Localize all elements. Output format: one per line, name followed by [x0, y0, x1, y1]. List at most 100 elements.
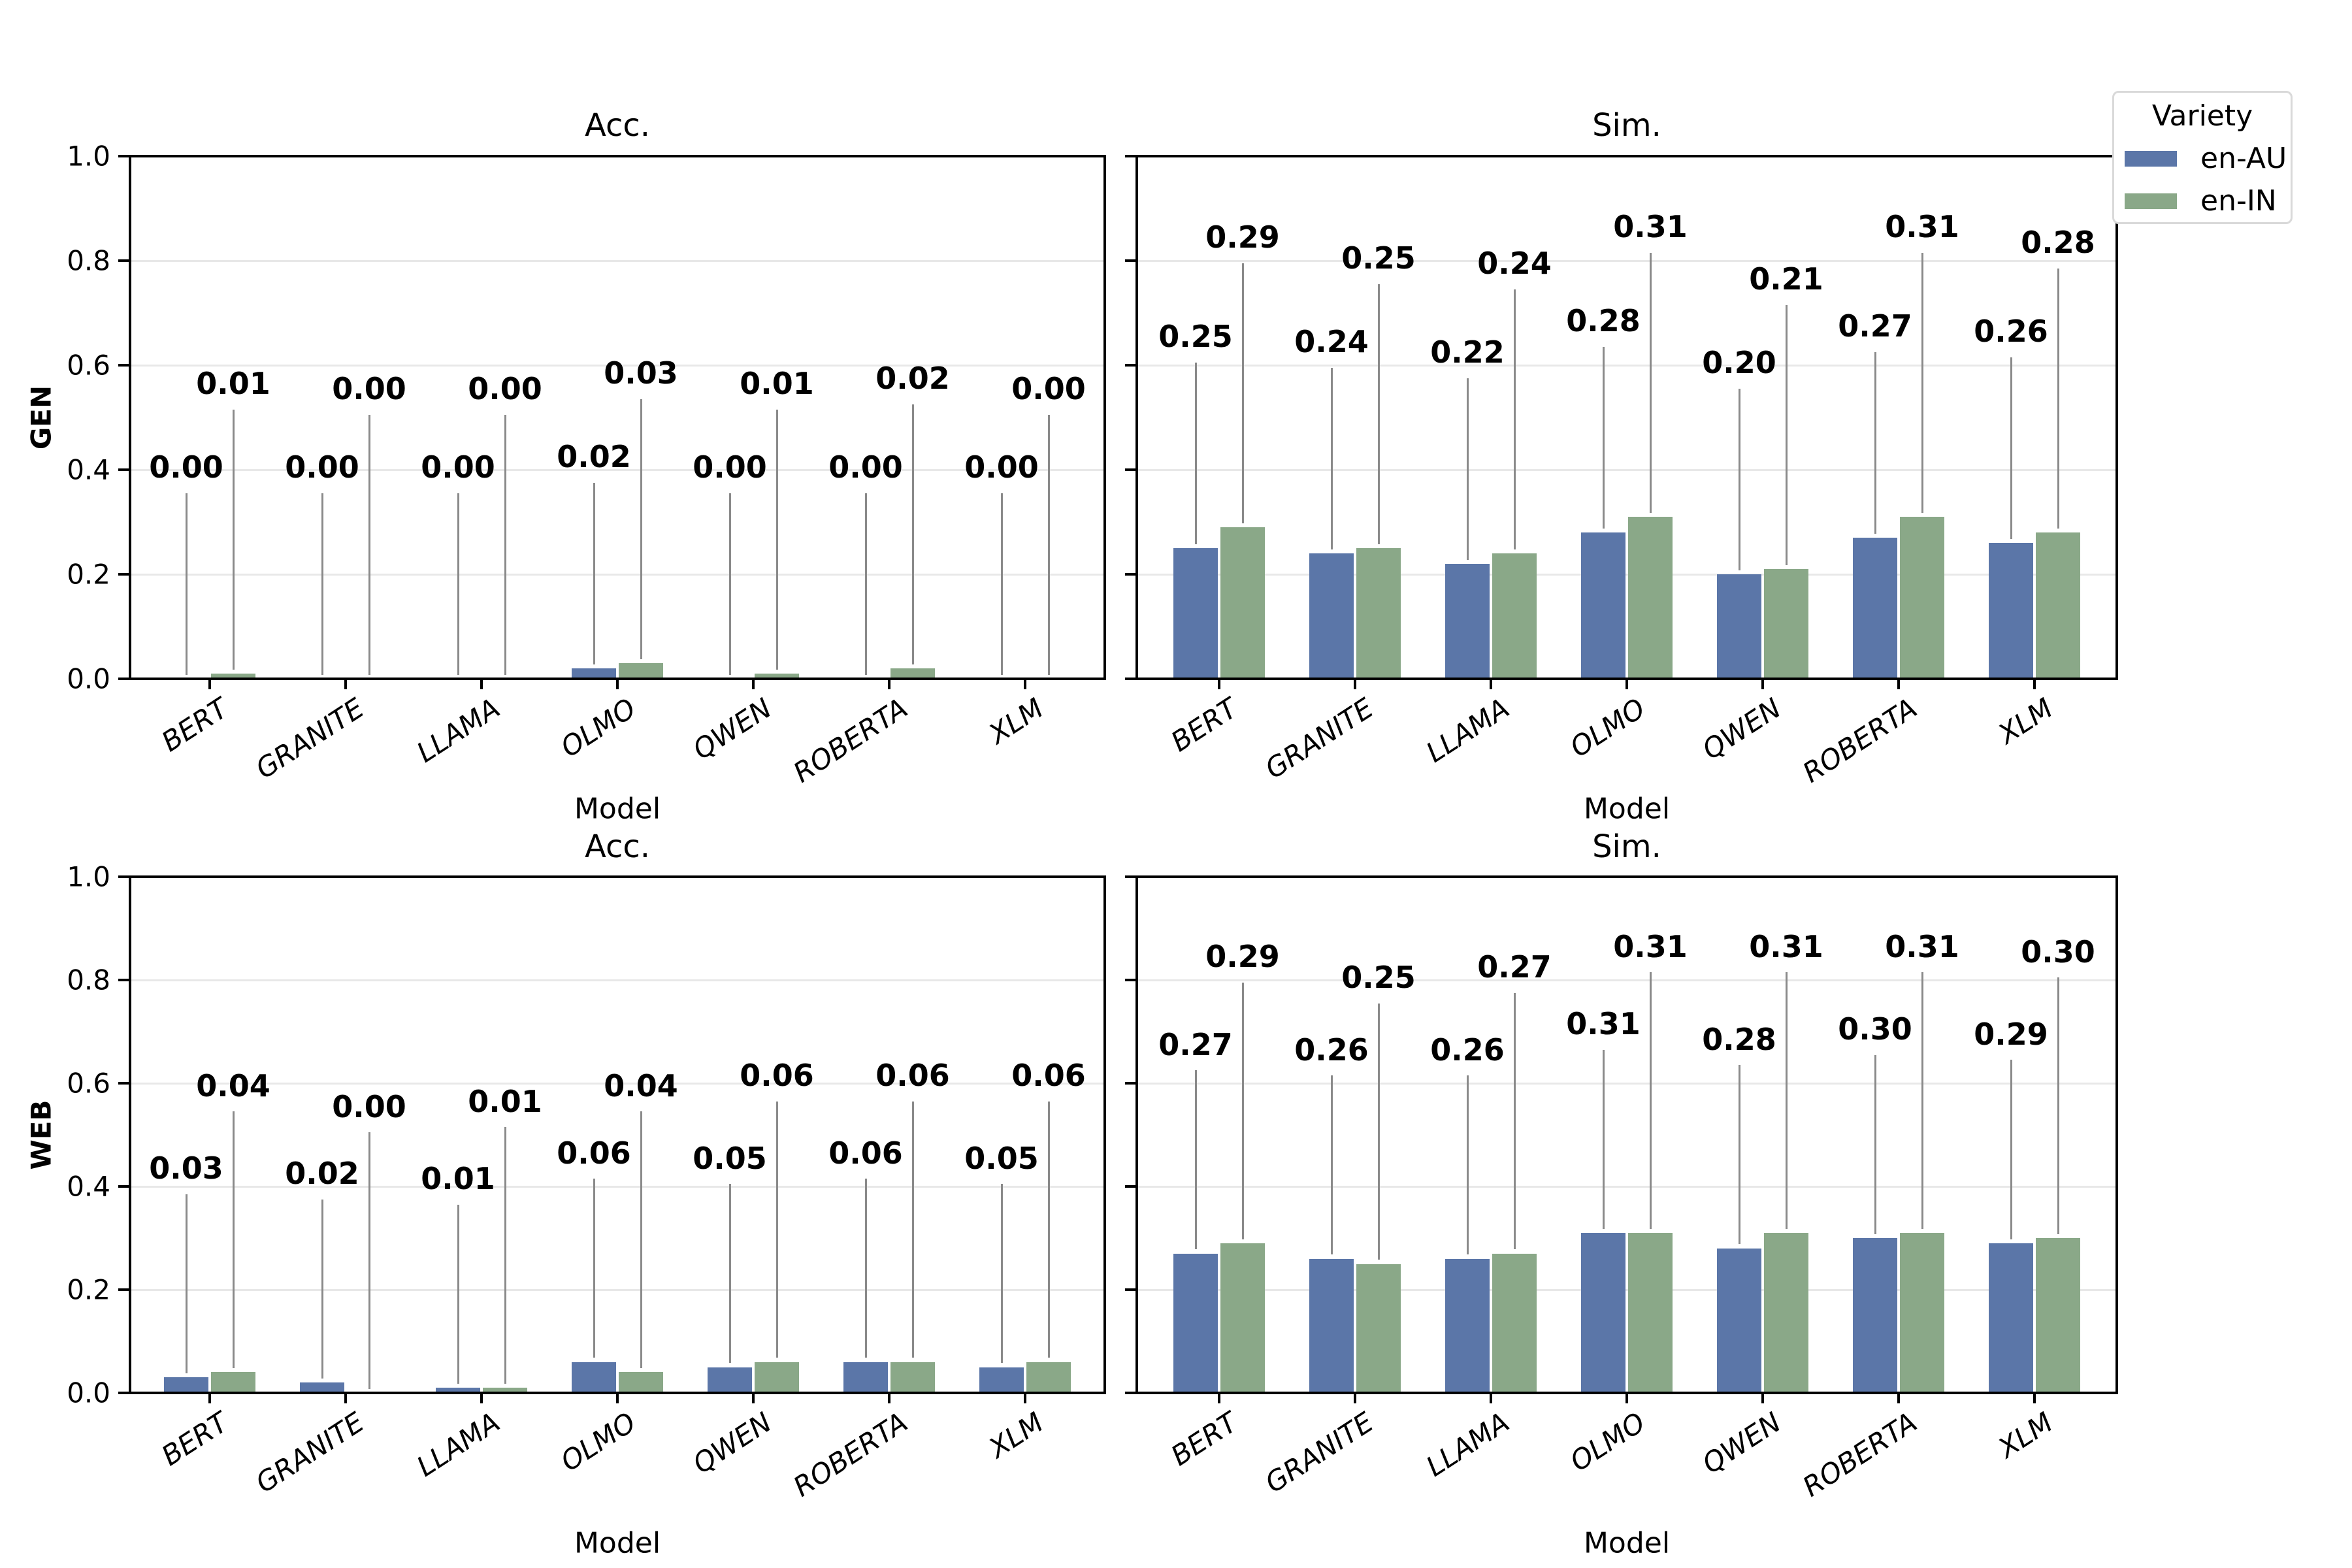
leader-line: [1921, 972, 1923, 1229]
x-tick-label: ROBERTA: [1797, 692, 1923, 789]
bar-en-in-qwen: [1764, 569, 1808, 679]
value-label: 0.00: [332, 371, 406, 406]
x-axis-label: Model: [574, 1526, 661, 1560]
leader-line: [1047, 1101, 1050, 1358]
y-tick-label: 1.0: [67, 860, 110, 893]
bar-en-au-llama: [1445, 564, 1490, 679]
bar-en-au-llama: [436, 1388, 480, 1393]
x-tick-mark: [208, 679, 211, 689]
leader-line: [864, 493, 867, 675]
value-label: 0.29: [1974, 1016, 2048, 1052]
x-tick-label: BERT: [1165, 692, 1243, 759]
value-label: 0.02: [285, 1156, 359, 1192]
value-label: 0.25: [1341, 960, 1416, 996]
y-tick-label: 1.0: [67, 140, 110, 172]
y-tick-mark: [1125, 875, 1135, 878]
x-tick-label: GRANITE: [250, 692, 370, 785]
y-tick-label: 0.6: [67, 1067, 110, 1100]
x-tick-label: XLM: [983, 1406, 1049, 1465]
gridline: [1137, 573, 2117, 576]
value-label: 0.00: [964, 449, 1039, 485]
subplot-title: Sim.: [1592, 828, 1661, 865]
leader-line: [1513, 289, 1516, 549]
legend: Variety en-AU en-IN: [2112, 91, 2293, 224]
leader-line: [911, 404, 914, 664]
bar-en-in-bert: [1220, 1243, 1265, 1393]
value-label: 0.00: [332, 1088, 406, 1124]
leader-line: [232, 410, 235, 670]
value-label: 0.28: [2021, 225, 2095, 260]
value-label: 0.04: [604, 1068, 678, 1103]
leader-line: [593, 1179, 595, 1358]
gridline: [1137, 259, 2117, 262]
bar-en-au-llama: [1445, 1258, 1490, 1393]
bar-en-in-qwen: [755, 1362, 799, 1393]
value-label: 0.26: [1294, 1032, 1369, 1068]
bar-en-au-granite: [300, 1382, 344, 1393]
leader-line: [457, 1204, 459, 1384]
leader-line: [776, 410, 778, 670]
x-tick-mark: [1490, 1393, 1492, 1403]
value-label: 0.27: [1838, 308, 1912, 344]
y-tick-label: 0.8: [67, 964, 110, 996]
y-tick-mark: [1125, 1185, 1135, 1188]
leader-line: [1466, 378, 1469, 560]
leader-line: [1921, 253, 1923, 513]
y-tick-mark: [1125, 573, 1135, 576]
y-tick-mark: [118, 364, 129, 367]
plot-frame: [1135, 875, 2118, 1394]
row-label-gen: GEN: [25, 385, 57, 450]
subplot-title: Acc.: [584, 828, 651, 865]
leader-line: [728, 1184, 731, 1364]
value-label: 0.04: [196, 1068, 270, 1103]
bar-en-in-granite: [1356, 1264, 1401, 1393]
leader-line: [1602, 347, 1605, 529]
x-tick-mark: [2033, 679, 2036, 689]
bar-en-au-bert: [1173, 1253, 1218, 1393]
value-label: 0.01: [468, 1083, 542, 1119]
value-label: 0.01: [421, 1161, 495, 1197]
bar-en-in-bert: [211, 674, 255, 679]
value-label: 0.27: [1477, 949, 1552, 985]
x-tick-label: GRANITE: [250, 1406, 370, 1499]
x-tick-mark: [1218, 1393, 1220, 1403]
value-label: 0.29: [1205, 220, 1280, 255]
x-tick-mark: [1897, 1393, 1900, 1403]
leader-line: [1785, 305, 1788, 565]
x-tick-label: XLM: [1992, 692, 2059, 751]
y-tick-mark: [118, 468, 129, 471]
bar-en-au-bert: [1173, 548, 1218, 679]
x-tick-label: LLAMA: [411, 1406, 506, 1483]
leader-line: [1738, 389, 1740, 570]
leader-line: [1377, 1003, 1380, 1260]
leader-line: [1047, 415, 1050, 675]
gridline: [1137, 468, 2117, 471]
bar-en-au-xlm: [979, 1367, 1024, 1393]
x-tick-mark: [888, 679, 890, 689]
plot-frame: [129, 875, 1106, 1394]
leader-line: [185, 1194, 188, 1373]
x-tick-mark: [752, 1393, 755, 1403]
x-tick-mark: [1218, 679, 1220, 689]
leader-line: [911, 1101, 914, 1358]
y-tick-label: 0.8: [67, 244, 110, 277]
leader-line: [1194, 363, 1197, 544]
x-tick-label: GRANITE: [1259, 692, 1379, 785]
value-label: 0.01: [740, 366, 814, 401]
value-label: 0.03: [604, 355, 678, 391]
value-label: 0.00: [828, 449, 903, 485]
bar-en-au-roberta: [1853, 1238, 1897, 1393]
value-label: 0.31: [1613, 209, 1688, 244]
x-tick-label: ROBERTA: [787, 692, 913, 789]
x-tick-label: BERT: [155, 692, 234, 759]
gridline: [130, 1082, 1105, 1085]
y-tick-mark: [118, 875, 129, 878]
y-tick-label: 0.0: [67, 662, 110, 695]
plot-frame: [1135, 155, 2118, 680]
leader-line: [1602, 1049, 1605, 1229]
leader-line: [1649, 253, 1652, 513]
value-label: 0.00: [468, 371, 542, 406]
value-label: 0.31: [1749, 928, 1823, 964]
gridline: [1137, 364, 2117, 367]
subplot-title: Sim.: [1592, 107, 1661, 144]
